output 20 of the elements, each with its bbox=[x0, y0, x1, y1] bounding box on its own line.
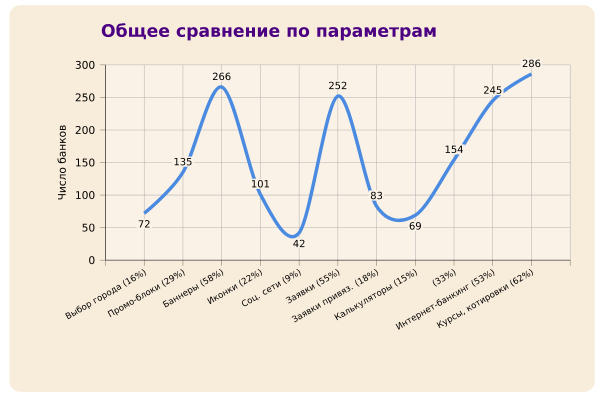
y-tick-label: 100 bbox=[76, 190, 94, 199]
y-tick-label: 200 bbox=[76, 126, 94, 134]
data-label: 72 bbox=[138, 220, 150, 228]
data-label: 245 bbox=[484, 86, 502, 94]
y-tick-label: 50 bbox=[82, 224, 94, 232]
y-axis-title: Число банков bbox=[57, 125, 66, 200]
y-tick-label: 250 bbox=[76, 93, 94, 102]
data-label: 42 bbox=[293, 240, 304, 247]
data-label: 101 bbox=[252, 180, 269, 188]
data-label: 252 bbox=[329, 82, 346, 90]
y-tick-label: 0 bbox=[89, 256, 94, 264]
data-label: 266 bbox=[212, 72, 231, 80]
data-label: 286 bbox=[522, 60, 540, 68]
data-label: 135 bbox=[174, 158, 192, 166]
data-label: 154 bbox=[446, 146, 463, 153]
data-label: 83 bbox=[370, 192, 382, 200]
data-label: 69 bbox=[410, 222, 421, 230]
chart-title: Общее сравнение по параметрам bbox=[102, 23, 436, 40]
y-tick-label: 300 bbox=[76, 60, 94, 69]
y-tick-label: 150 bbox=[76, 158, 94, 166]
